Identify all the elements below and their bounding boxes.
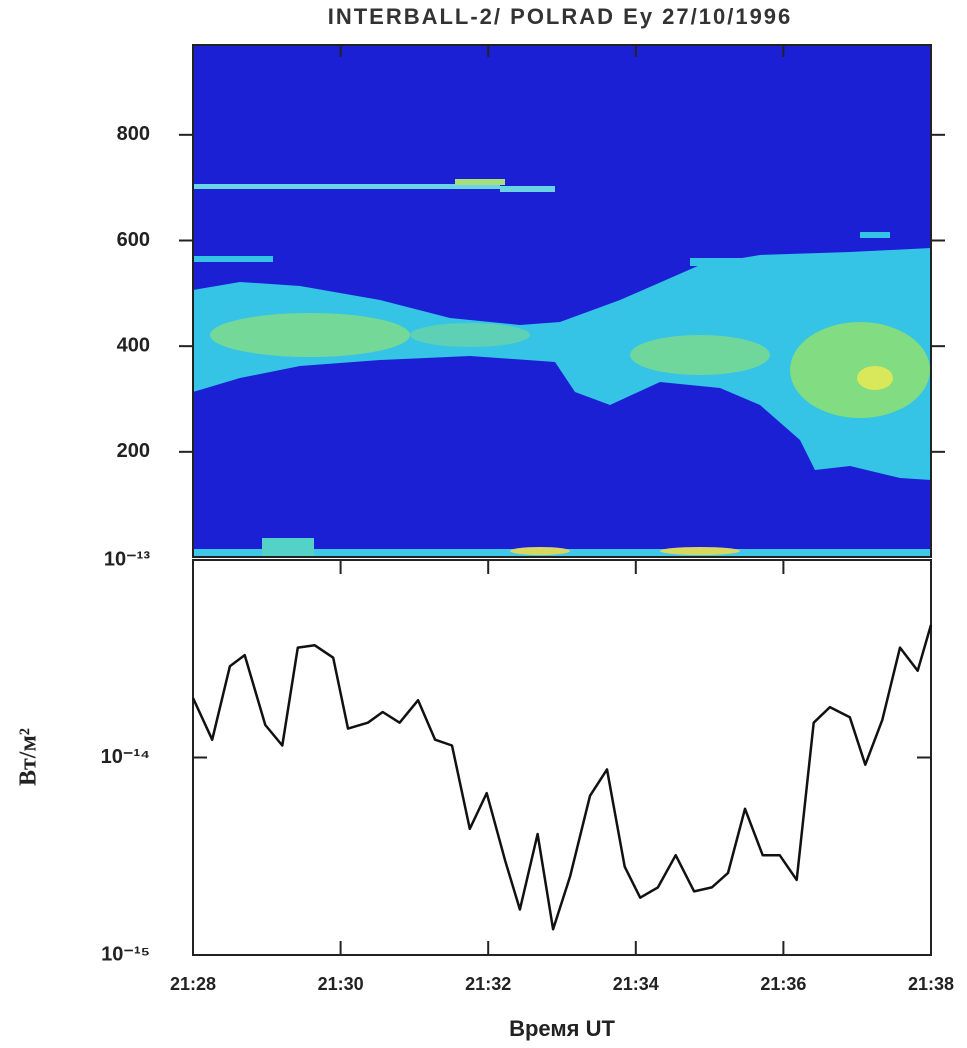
y-axis-label: Вт/м² xyxy=(16,728,42,786)
emission-core xyxy=(410,323,530,347)
x-tick-label: 21:28 xyxy=(170,974,216,994)
emission-fragment xyxy=(860,232,890,238)
emission-line xyxy=(193,184,500,189)
y-tick-label: 800 xyxy=(117,123,150,145)
low-band-peak xyxy=(660,547,740,555)
emission-band xyxy=(193,248,931,480)
data-line xyxy=(191,624,933,931)
emission-line xyxy=(455,179,505,185)
y-tick-label: 200 xyxy=(117,440,150,462)
emission-core xyxy=(790,322,930,418)
spectrogram-frame xyxy=(192,44,932,558)
x-tick-label: 21:34 xyxy=(613,974,659,994)
emission-peak xyxy=(857,366,893,390)
low-band xyxy=(262,538,314,557)
y-tick-label: 10⁻¹⁴ xyxy=(101,746,150,768)
y-tick-label: 10⁻¹³ xyxy=(104,548,150,570)
x-tick-label: 21:38 xyxy=(908,974,954,994)
emission-fragment xyxy=(193,256,273,262)
low-band-peak xyxy=(510,547,570,555)
y-tick-label: 10⁻¹⁵ xyxy=(101,943,150,965)
x-axis-label: Время UT xyxy=(509,1016,615,1041)
emission-fragment xyxy=(690,258,810,266)
y-tick-label: 600 xyxy=(117,229,150,251)
line-frame xyxy=(192,559,932,956)
x-tick-label: 21:36 xyxy=(760,974,806,994)
emission-core xyxy=(210,313,410,357)
spectrogram xyxy=(192,44,932,558)
emission-core xyxy=(630,335,770,375)
emission-line xyxy=(500,186,555,192)
x-tick-label: 21:32 xyxy=(465,974,511,994)
y-tick-label: 400 xyxy=(117,334,150,356)
chart-title: INTERBALL-2/ POLRAD Ey 27/10/1996 xyxy=(328,4,793,29)
x-tick-label: 21:30 xyxy=(318,974,364,994)
